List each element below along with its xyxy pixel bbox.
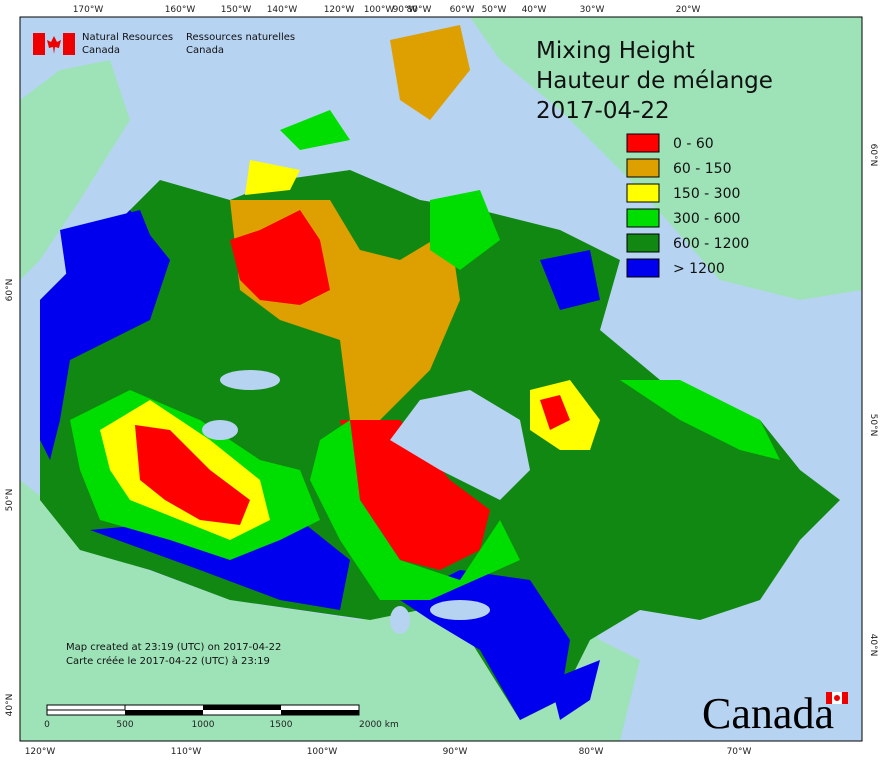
legend-swatch [626,183,660,203]
region [230,210,330,305]
graticule-labels: 170°W 160°W 150°W 140°W 120°W 100°W90°W80°W 60… [5,5,878,757]
legend-label: 0 - 60 [673,136,714,152]
bottom-label: 70°W [727,747,752,757]
region [430,190,500,270]
top-label: 20°W [676,5,701,15]
top-label: 30°W [580,5,605,15]
bottom-label: 90°W [443,747,468,757]
region [540,250,600,310]
bottom-label: 120°W [25,747,56,757]
legend-swatch [626,133,660,153]
right-label: 50°N [868,414,878,437]
scale-label: 2000 km [359,720,399,730]
top-label: 40°W [522,5,547,15]
wordmark-flag [826,692,848,704]
agency-fr: Canada [186,45,224,56]
notes: Map created at 23:19 (UTC) on 2017-04-22… [66,642,281,667]
scale-label: 500 [116,720,133,730]
top-label: 150°W [221,5,252,15]
region [310,420,520,600]
scale-bar: 0 500 1000 1500 2000 km [44,704,399,730]
region [60,210,160,300]
legend-label: 150 - 300 [673,186,740,202]
region [280,110,350,150]
top-label: 80°W [407,5,432,15]
top-label: 100°W [364,5,395,15]
right-label: 40°N [868,634,878,657]
top-label: 50°W [482,5,507,15]
wordmark: Canada [702,689,834,738]
title: Mixing Height Hauteur de mélange 2017-04… [536,38,773,124]
top-label: 170°W [73,5,104,15]
left-label: 50°N [5,489,15,512]
legend-swatch [626,158,660,178]
left-label: 60°N [5,279,15,302]
scale-label: 0 [44,720,50,730]
legend-label: 60 - 150 [673,161,732,177]
legend-swatch [626,258,660,278]
left-label: 40°N [5,694,15,717]
title-line: 2017-04-22 [536,98,670,124]
legend-label: > 1200 [673,261,725,277]
region [245,160,300,195]
region [620,380,780,460]
top-label: 140°W [267,5,298,15]
note: Map created at 23:19 (UTC) on 2017-04-22 [66,642,281,653]
title-line: Mixing Height [536,38,695,64]
header: Natural Resources Canada Ressources natu… [33,32,295,56]
title-line: Hauteur de mélange [536,68,773,94]
note: Carte créée le 2017-04-22 (UTC) à 23:19 [66,655,270,667]
region [550,660,600,720]
legend: 0 - 60 60 - 150 150 - 300 300 - 600 600 - 12… [626,133,749,278]
map-border [19,16,863,742]
agency-fr: Ressources naturelles [186,32,295,43]
top-label: 60°W [450,5,475,15]
region [540,395,570,430]
legend-swatch [626,233,660,253]
bottom-label: 110°W [171,747,202,757]
legend-label: 300 - 600 [673,211,740,227]
top-label: 90°W [393,5,418,15]
region [340,420,490,570]
bottom-label: 100°W [307,747,338,757]
region [135,425,250,525]
top-label: 160°W [165,5,196,15]
right-label: 60°N [868,144,878,167]
legend-swatch [626,208,660,228]
region [390,25,470,120]
legend-label: 600 - 1200 [673,236,749,252]
lakes [202,370,530,634]
agency-en: Natural Resources [82,32,173,43]
top-label: 120°W [324,5,355,15]
scale-label: 1000 [192,720,215,730]
agency-en: Canada [82,45,120,56]
bottom-label: 80°W [579,747,604,757]
scale-label: 1500 [270,720,293,730]
